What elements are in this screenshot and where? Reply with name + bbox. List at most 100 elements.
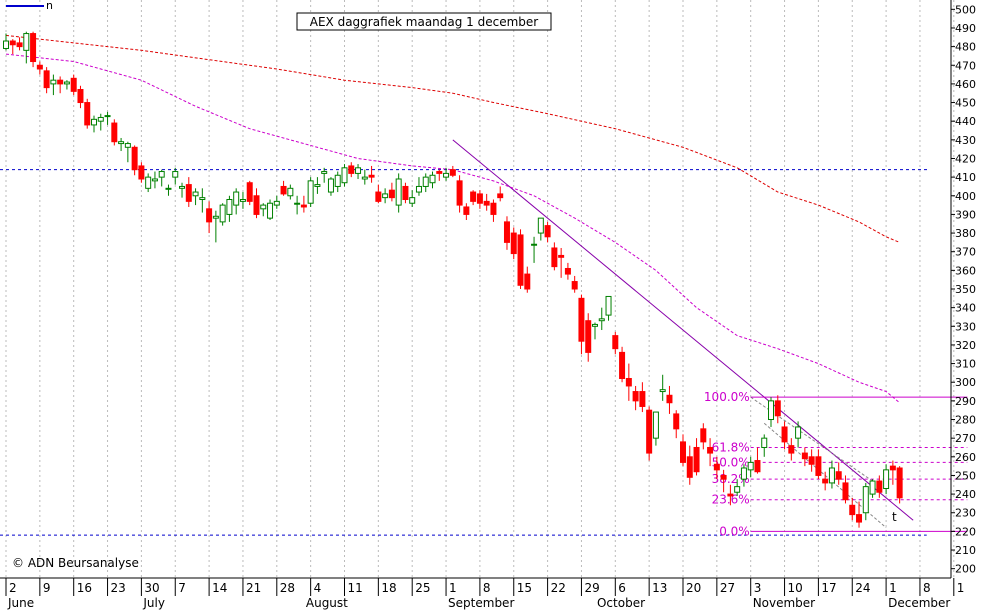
candle-10: [70, 74, 77, 96]
candle-body-13: [91, 118, 98, 126]
candle-body-47: [321, 171, 328, 174]
candle-body-116: [788, 445, 795, 454]
candle-47: [321, 167, 328, 183]
candle-91: [619, 346, 626, 383]
candle-64: [436, 169, 443, 181]
candle-body-24: [165, 187, 172, 190]
candle-101: [686, 445, 693, 485]
candle-1: [9, 39, 16, 55]
candle-55: [375, 184, 382, 204]
candle-115: [781, 421, 788, 450]
legend-mark-label: n: [46, 0, 53, 12]
candle-9: [63, 80, 70, 90]
y-tick-label-490: 490: [955, 22, 976, 35]
candle-body-4: [30, 33, 37, 63]
candle-body-73: [497, 193, 504, 199]
candle-body-3: [23, 33, 30, 51]
candle-29: [199, 188, 206, 213]
candle-body-6: [43, 70, 50, 89]
candle-body-56: [382, 193, 389, 199]
candle-3: [23, 31, 30, 64]
candle-87: [591, 322, 598, 340]
candle-23: [158, 169, 165, 187]
y-tick-label-480: 480: [955, 41, 976, 54]
y-tick-label-410: 410: [955, 171, 976, 184]
y-tick-label-220: 220: [955, 525, 976, 538]
candle-body-131: [889, 465, 896, 471]
candle-14: [97, 113, 104, 131]
candle-22: [151, 171, 158, 189]
candle-95: [646, 406, 653, 461]
x-tick-label-27: 8: [923, 581, 931, 595]
y-tick-label-420: 420: [955, 152, 976, 165]
candle-72: [490, 199, 497, 222]
candle-body-22: [151, 178, 158, 182]
y-tick-label-200: 200: [955, 563, 976, 576]
candle-body-69: [470, 191, 477, 202]
candle-34: [233, 188, 240, 215]
candle-body-45: [307, 180, 314, 204]
candle-body-55: [375, 191, 382, 202]
credit-text: © ADN Beursanalyse: [12, 556, 139, 570]
candle-86: [585, 313, 592, 362]
candle-body-36: [246, 182, 253, 202]
candle-body-32: [219, 204, 226, 223]
x-tick-label-19: 13: [652, 581, 667, 595]
y-tick-label-430: 430: [955, 134, 976, 147]
candle-body-19: [131, 146, 138, 171]
candle-67: [456, 175, 463, 213]
candle-body-132: [896, 467, 903, 499]
candle-61: [415, 177, 422, 196]
candle-body-33: [226, 199, 233, 215]
candle-body-106: [720, 474, 727, 480]
candle-body-26: [179, 185, 186, 189]
y-tick-label-270: 270: [955, 432, 976, 445]
candle-body-67: [456, 180, 463, 206]
candle-body-62: [422, 176, 429, 187]
candle-107: [727, 484, 734, 506]
candle-6: [43, 67, 50, 94]
candle-body-11: [77, 88, 84, 104]
title-box: [296, 12, 552, 31]
candle-body-92: [625, 377, 632, 387]
candle-body-129: [876, 480, 883, 493]
candle-body-123: [835, 471, 842, 480]
candle-73: [497, 186, 504, 202]
x-tick-label-22: 3: [754, 581, 762, 595]
x-tick-label-13: 1: [449, 581, 457, 595]
candle-4: [30, 31, 37, 68]
x-tick-label-21: 27: [720, 581, 735, 595]
candle-68: [463, 203, 470, 221]
y-tick-label-380: 380: [955, 227, 976, 240]
candle-60: [409, 190, 416, 207]
candle-56: [382, 188, 389, 204]
candle-13: [91, 115, 98, 133]
candle-94: [639, 382, 646, 413]
candle-body-10: [70, 77, 77, 92]
candle-78: [531, 236, 538, 263]
candle-body-94: [639, 391, 646, 407]
candle-body-107: [727, 493, 734, 497]
candle-body-34: [233, 191, 240, 206]
candle-58: [395, 173, 402, 213]
candle-body-83: [564, 267, 571, 275]
x-tick-label-3: 23: [111, 581, 126, 595]
candle-127: [862, 482, 869, 521]
x-tick-label-9: 4: [314, 581, 322, 595]
candle-83: [564, 262, 571, 280]
candle-body-96: [652, 411, 659, 439]
candle-body-64: [436, 171, 443, 174]
month-label-3: September: [448, 596, 514, 610]
y-tick-label-340: 340: [955, 302, 976, 315]
candle-31: [212, 210, 219, 243]
candle-body-98: [666, 394, 673, 404]
x-tick-label-5: 7: [178, 581, 186, 595]
candle-body-49: [334, 174, 341, 187]
y-tick-label-240: 240: [955, 488, 976, 501]
candle-85: [578, 294, 585, 355]
candles: [3, 31, 903, 528]
candle-body-112: [761, 437, 768, 448]
month-label-4: October: [597, 596, 645, 610]
candle-88: [598, 307, 605, 331]
